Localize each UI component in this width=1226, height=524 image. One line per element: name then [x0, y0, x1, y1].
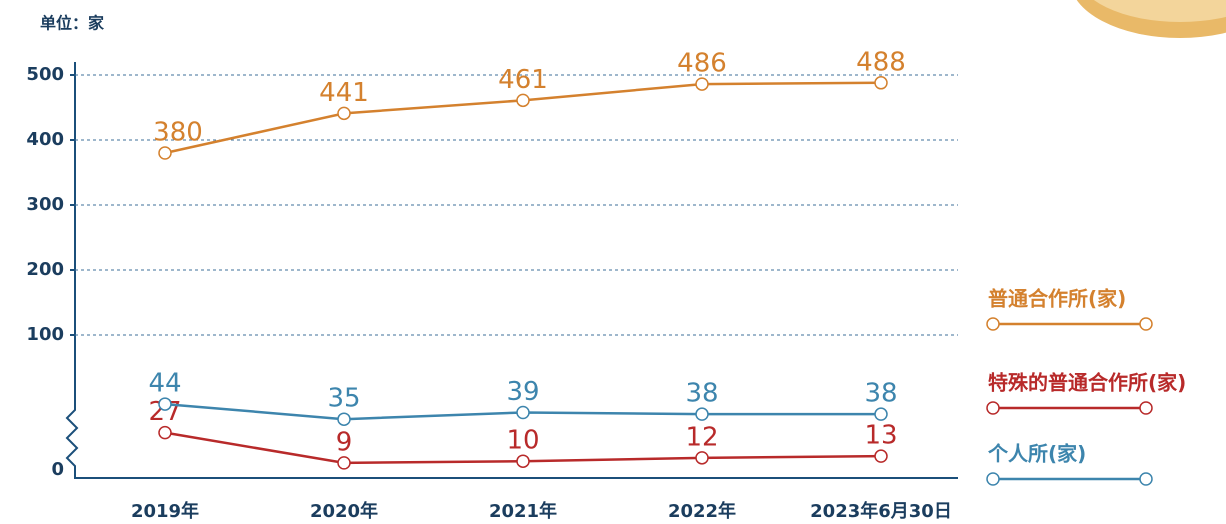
legend-marker [987, 473, 999, 485]
data-label: 380 [153, 118, 203, 148]
data-point [338, 107, 350, 119]
data-point [696, 408, 708, 420]
data-label: 13 [864, 421, 897, 451]
x-tick-label: 2023年6月30日 [810, 500, 952, 522]
legend-marker [1140, 318, 1152, 330]
x-tick-label: 2019年 [131, 500, 199, 522]
data-point [338, 413, 350, 425]
x-tick-label: 2021年 [489, 500, 557, 522]
data-point [517, 94, 529, 106]
y-tick-label: 500 [26, 64, 64, 85]
data-point [875, 450, 887, 462]
legend-marker [987, 402, 999, 414]
data-label: 38 [864, 379, 897, 409]
data-label: 38 [685, 379, 718, 409]
legend-label: 普通合作所(家) [988, 287, 1126, 311]
data-label: 44 [148, 369, 181, 399]
y-tick-label: 0 [51, 459, 64, 480]
x-tick-label: 2022年 [668, 500, 736, 522]
page: {"chart_data": {"type": "line", "unit_la… [0, 0, 1226, 524]
data-label: 486 [677, 49, 727, 79]
chart: 单位：家 0 100 200 300 400 500 2019年 2020年 2021年 2022… [0, 0, 1226, 524]
data-point [875, 77, 887, 89]
data-point [875, 408, 887, 420]
data-point [159, 427, 171, 439]
legend-marker [1140, 402, 1152, 414]
data-point [696, 452, 708, 464]
data-label: 9 [336, 427, 353, 457]
data-point [338, 457, 350, 469]
unit-label: 单位：家 [40, 14, 105, 33]
data-point [159, 147, 171, 159]
data-point [696, 78, 708, 90]
legend-marker [987, 318, 999, 330]
data-label: 10 [506, 426, 539, 456]
data-point [159, 398, 171, 410]
data-label: 35 [327, 384, 360, 414]
data-label: 461 [498, 65, 548, 95]
data-label: 12 [685, 422, 718, 452]
y-tick-label: 100 [26, 324, 64, 345]
legend-label: 特殊的普通合作所(家) [988, 371, 1186, 395]
data-label: 488 [856, 47, 906, 77]
y-tick-label: 300 [26, 194, 64, 215]
data-point [517, 455, 529, 467]
data-point [517, 406, 529, 418]
data-label: 441 [319, 78, 369, 108]
legend-label: 个人所(家) [987, 442, 1086, 466]
x-tick-label: 2020年 [310, 500, 378, 522]
y-tick-label: 400 [26, 129, 64, 150]
data-label: 39 [506, 377, 539, 407]
legend-marker [1140, 473, 1152, 485]
y-tick-label: 200 [26, 259, 64, 280]
